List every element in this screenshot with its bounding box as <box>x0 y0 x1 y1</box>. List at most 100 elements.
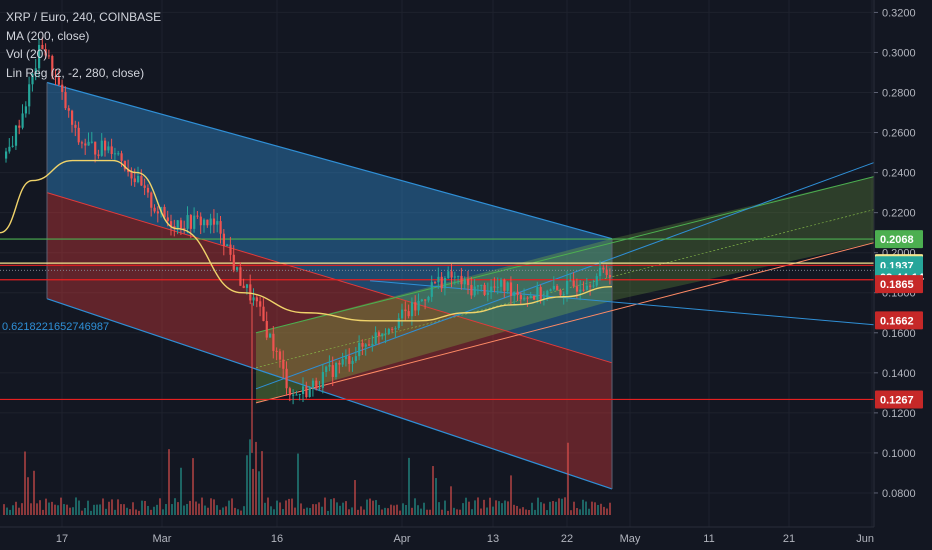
volume-bar <box>570 510 572 515</box>
legend-symbol[interactable]: XRP / Euro, 240, COINBASE <box>6 10 162 24</box>
volume-bar <box>579 509 581 515</box>
volume-bar <box>36 503 38 515</box>
ma-200-line <box>0 159 613 322</box>
volume-bar <box>387 508 389 515</box>
time-tick-label: Apr <box>393 533 410 545</box>
candle-body <box>8 146 11 152</box>
volume-bar <box>546 510 548 515</box>
volume-bars <box>3 439 611 515</box>
volume-bar <box>81 510 83 515</box>
candle-body <box>503 279 506 291</box>
green-channel-lower <box>255 242 875 404</box>
volume-bar <box>156 504 158 515</box>
volume-bar <box>423 502 425 515</box>
declining-projection-line <box>369 280 875 326</box>
candle-body <box>311 380 315 388</box>
volume-bar <box>24 451 26 515</box>
volume-bar <box>225 506 227 515</box>
time-tick-label: 21 <box>783 533 795 545</box>
volume-bar <box>3 504 5 515</box>
candle-body <box>140 175 143 186</box>
volume-bar <box>147 505 149 515</box>
volume-bar <box>120 504 122 515</box>
time-tick-label: Jun <box>856 533 874 545</box>
volume-bar <box>243 506 245 515</box>
horizontal-levels <box>0 238 874 401</box>
candle-body <box>196 215 199 217</box>
candle-body <box>546 290 549 298</box>
candle-body <box>199 216 202 226</box>
candle-body <box>331 365 334 377</box>
volume-bar <box>564 497 566 515</box>
volume-bar <box>477 497 479 515</box>
volume-bar <box>288 498 290 515</box>
candle-body <box>173 226 176 229</box>
candle-body <box>308 387 311 398</box>
candle-body <box>51 56 54 77</box>
volume-bar <box>522 507 524 515</box>
volume-bar <box>69 507 71 515</box>
time-axis-panel[interactable] <box>0 527 932 550</box>
candle-body <box>467 278 470 286</box>
volume-bar <box>252 468 254 515</box>
blue-channel-lower <box>46 298 613 490</box>
candle-body <box>536 287 539 300</box>
candle-body <box>486 292 489 295</box>
candle-body <box>209 218 212 226</box>
time-tick-label: 17 <box>56 533 68 545</box>
candle-body <box>90 141 93 143</box>
candle-body <box>351 360 354 364</box>
volume-bar <box>261 451 263 515</box>
candle-body <box>292 394 295 396</box>
volume-bar <box>366 499 368 515</box>
candle-body <box>599 267 602 277</box>
candle-body <box>54 76 57 78</box>
volume-bar <box>33 470 35 515</box>
volume-bar <box>279 502 281 515</box>
volume-bar <box>420 508 422 515</box>
candle-body <box>420 299 423 302</box>
candle-body <box>21 113 24 128</box>
legend-volume[interactable]: Vol (20) <box>6 47 48 61</box>
candle-body <box>222 233 225 247</box>
volume-bar <box>129 509 131 515</box>
candle-body <box>447 271 450 278</box>
volume-bar <box>207 507 209 515</box>
candle-body <box>189 215 192 229</box>
volume-bar <box>264 502 266 515</box>
volume-bar <box>594 502 596 515</box>
volume-bar <box>276 500 278 515</box>
volume-bar <box>360 506 362 515</box>
candle-body <box>77 127 80 143</box>
candle-body <box>457 275 460 277</box>
volume-bar <box>270 506 272 515</box>
candle-body <box>41 44 44 50</box>
volume-bar <box>588 508 590 515</box>
volume-bar <box>135 509 137 515</box>
volume-bar <box>294 507 296 515</box>
volume-bar <box>384 507 386 515</box>
volume-bar <box>9 509 11 515</box>
volume-bar <box>60 497 62 515</box>
legend-linreg[interactable]: Lin Reg (2, -2, 280, close) <box>6 65 145 80</box>
candle-body <box>463 278 466 285</box>
candle-body <box>127 169 130 173</box>
price-tick-label: 0.1200 <box>882 408 916 420</box>
legend-ma[interactable]: MA (200, close) <box>6 28 90 43</box>
candle-body <box>483 284 486 295</box>
volume-bar <box>315 504 317 515</box>
volume-bar <box>486 507 488 515</box>
candle-body <box>430 282 433 297</box>
candle-body <box>249 284 252 301</box>
volume-bar <box>339 505 341 515</box>
candle-body <box>318 387 321 389</box>
volume-bar <box>426 509 428 515</box>
candle-body <box>176 220 179 229</box>
candle-body <box>219 221 222 234</box>
candle-body <box>460 275 463 285</box>
candle-body <box>239 267 242 286</box>
volume-bar <box>519 508 521 515</box>
candle-body <box>368 344 371 346</box>
candle-body <box>153 207 156 212</box>
